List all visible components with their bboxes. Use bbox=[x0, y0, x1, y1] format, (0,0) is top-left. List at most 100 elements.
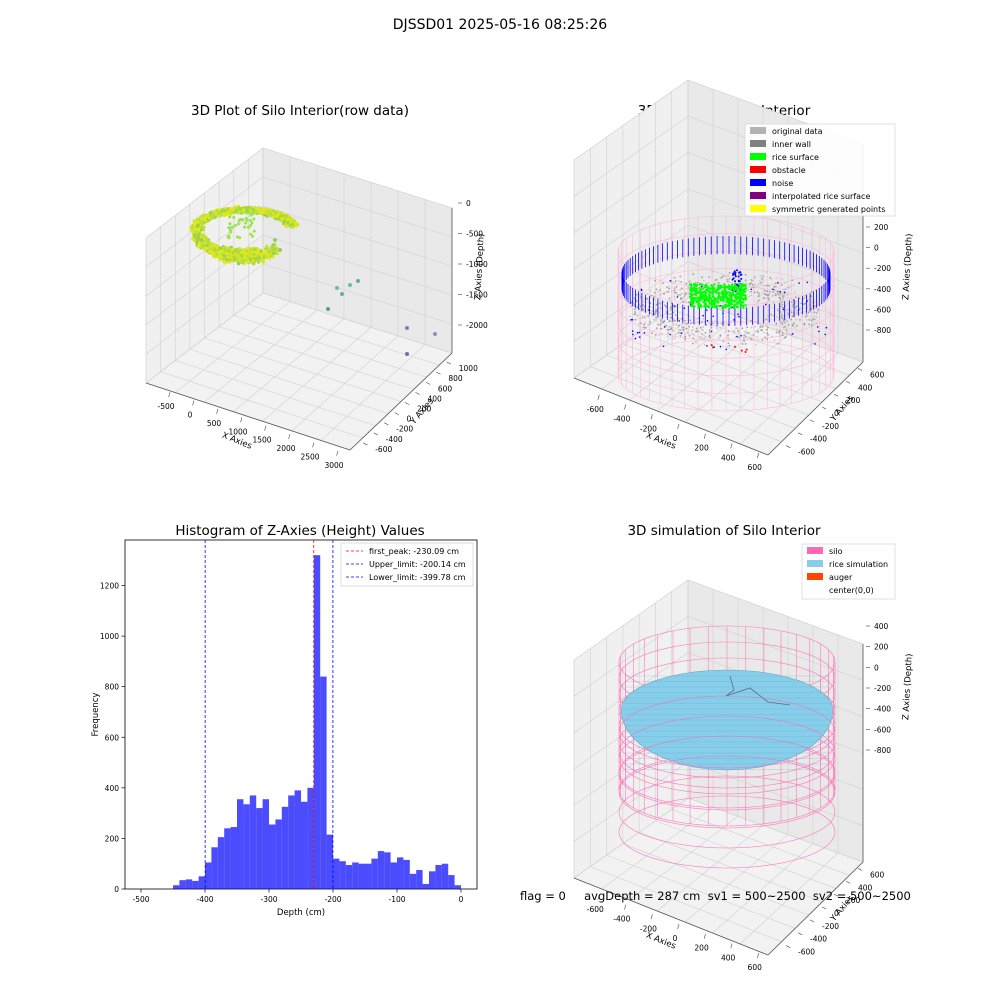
cls-inner-wall-point bbox=[634, 311, 636, 313]
cls-inner-wall-point bbox=[692, 342, 694, 345]
cls-noise-point bbox=[689, 303, 692, 306]
cls-inner-wall-point bbox=[756, 301, 758, 304]
cls-rice-surface-point bbox=[704, 292, 708, 295]
cls-rice-surface-point bbox=[736, 306, 739, 309]
histogram-bar bbox=[224, 828, 231, 889]
cls-rice-surface-point bbox=[699, 290, 702, 294]
cls-inner-wall-point bbox=[808, 323, 810, 326]
cls-inner-wall-point bbox=[782, 332, 784, 334]
cls-rice-surface-point bbox=[701, 287, 705, 290]
cls-rice-surface-point bbox=[710, 301, 714, 305]
cls-inner-wall-point bbox=[757, 283, 760, 286]
cls-inner-wall-point bbox=[775, 277, 778, 280]
cls-inner-wall-point bbox=[770, 313, 773, 316]
cls-inner-wall-point bbox=[662, 301, 665, 304]
cls-noise-point bbox=[816, 326, 819, 328]
cls-inner-wall-point bbox=[775, 285, 778, 288]
sim-y-axis-line bbox=[767, 861, 864, 956]
cls-noise-point bbox=[683, 307, 686, 310]
raw-point bbox=[209, 211, 213, 215]
sim-grid-z bbox=[687, 579, 864, 645]
cls-inner-wall-point bbox=[785, 328, 788, 331]
raw-point bbox=[249, 223, 253, 227]
cls-inner-wall-point bbox=[644, 326, 647, 329]
raw-grid-y bbox=[204, 337, 402, 402]
raw-point bbox=[195, 217, 199, 221]
raw-point bbox=[235, 206, 239, 210]
cls-inner-wall-point bbox=[681, 287, 683, 290]
sim-y-tick-mark bbox=[833, 893, 839, 897]
sim-grid-x bbox=[656, 825, 764, 912]
cls-obstacle-point bbox=[744, 351, 747, 353]
cls-inner-wall-point bbox=[659, 314, 662, 317]
cls-y-tick-label: 200 bbox=[846, 396, 861, 405]
cls-rice-surface-point bbox=[703, 297, 706, 300]
cls-noise-point bbox=[779, 291, 781, 293]
raw-x-axis-line bbox=[145, 382, 351, 451]
raw-point bbox=[229, 256, 233, 260]
cls-inner-wall-point bbox=[782, 327, 785, 330]
raw-point bbox=[233, 223, 237, 227]
raw-point bbox=[272, 251, 276, 255]
raw-point bbox=[232, 210, 236, 214]
raw-y-tick-label: 1000 bbox=[459, 364, 478, 373]
simulation-3d-plot: -600 -400 -200 0 200 400 600 -600 -400 -200 0 200 40… bbox=[573, 543, 915, 972]
cls-inner-wall-point bbox=[756, 320, 758, 323]
cls-inner-wall-point bbox=[684, 333, 687, 336]
cls-inner-wall-point bbox=[654, 279, 656, 282]
cls-inner-wall-point bbox=[757, 300, 760, 302]
cls-noise-point bbox=[736, 335, 738, 338]
sim-x-tick-mark bbox=[757, 953, 760, 959]
raw-point bbox=[241, 259, 246, 263]
cls-rice-surface-point bbox=[705, 288, 708, 292]
cls-inner-wall-point bbox=[719, 334, 722, 336]
cls-rice-surface-point bbox=[742, 306, 745, 309]
cls-rice-surface-point bbox=[721, 298, 724, 301]
sim-grid-z bbox=[687, 761, 864, 826]
cls-x-tick-mark bbox=[650, 414, 653, 420]
raw-point bbox=[226, 210, 231, 214]
cls-inner-wall-point bbox=[727, 330, 730, 333]
cls-inner-wall-point bbox=[654, 319, 657, 322]
raw-grid-z bbox=[262, 205, 453, 267]
cls-inner-wall-point bbox=[665, 306, 667, 308]
cls-rice-surface-point bbox=[700, 305, 703, 308]
cls-x-tick-label: -200 bbox=[640, 424, 657, 433]
raw-y-tick-label: 400 bbox=[427, 394, 442, 403]
cls-rice-surface-point bbox=[739, 301, 743, 304]
cls-inner-wall-point bbox=[654, 291, 656, 294]
raw-point bbox=[199, 246, 203, 250]
cls-inner-wall-point bbox=[672, 304, 675, 307]
cls-grid-x bbox=[712, 343, 814, 434]
cls-inner-wall-point bbox=[683, 294, 686, 296]
cls-inner-wall-point bbox=[690, 329, 693, 332]
cls-inner-wall-point bbox=[727, 342, 730, 345]
cls-rice-surface-point bbox=[721, 295, 725, 298]
cls-inner-wall-point bbox=[726, 336, 729, 339]
histogram-bar bbox=[429, 871, 436, 889]
raw-point bbox=[272, 242, 276, 246]
raw-x-tick-mark bbox=[336, 450, 339, 456]
cls-inner-wall-point bbox=[745, 330, 748, 332]
sim-y-tick-mark bbox=[809, 919, 815, 923]
cls-noise-point bbox=[702, 315, 704, 317]
cls-x-tick-mark bbox=[624, 404, 627, 410]
raw-point bbox=[240, 211, 244, 215]
cls-inner-wall-point bbox=[714, 320, 716, 323]
cls-inner-wall-point bbox=[675, 285, 678, 288]
cls-inner-wall-point bbox=[658, 301, 661, 304]
cls-inner-wall-point bbox=[640, 322, 643, 325]
cls-inner-wall-point bbox=[743, 334, 746, 336]
cls-inner-wall-point bbox=[722, 340, 725, 343]
raw-point bbox=[262, 208, 266, 212]
histogram-bar bbox=[192, 880, 199, 889]
raw-point bbox=[246, 260, 250, 264]
cls-inner-wall-point bbox=[647, 301, 649, 304]
raw-point bbox=[246, 211, 250, 215]
cls-inner-wall-point bbox=[652, 318, 655, 321]
raw-point bbox=[203, 214, 207, 218]
cls-inner-wall-point bbox=[766, 332, 769, 334]
raw-point bbox=[203, 218, 207, 222]
raw-point bbox=[253, 250, 257, 254]
raw-point bbox=[245, 208, 249, 212]
